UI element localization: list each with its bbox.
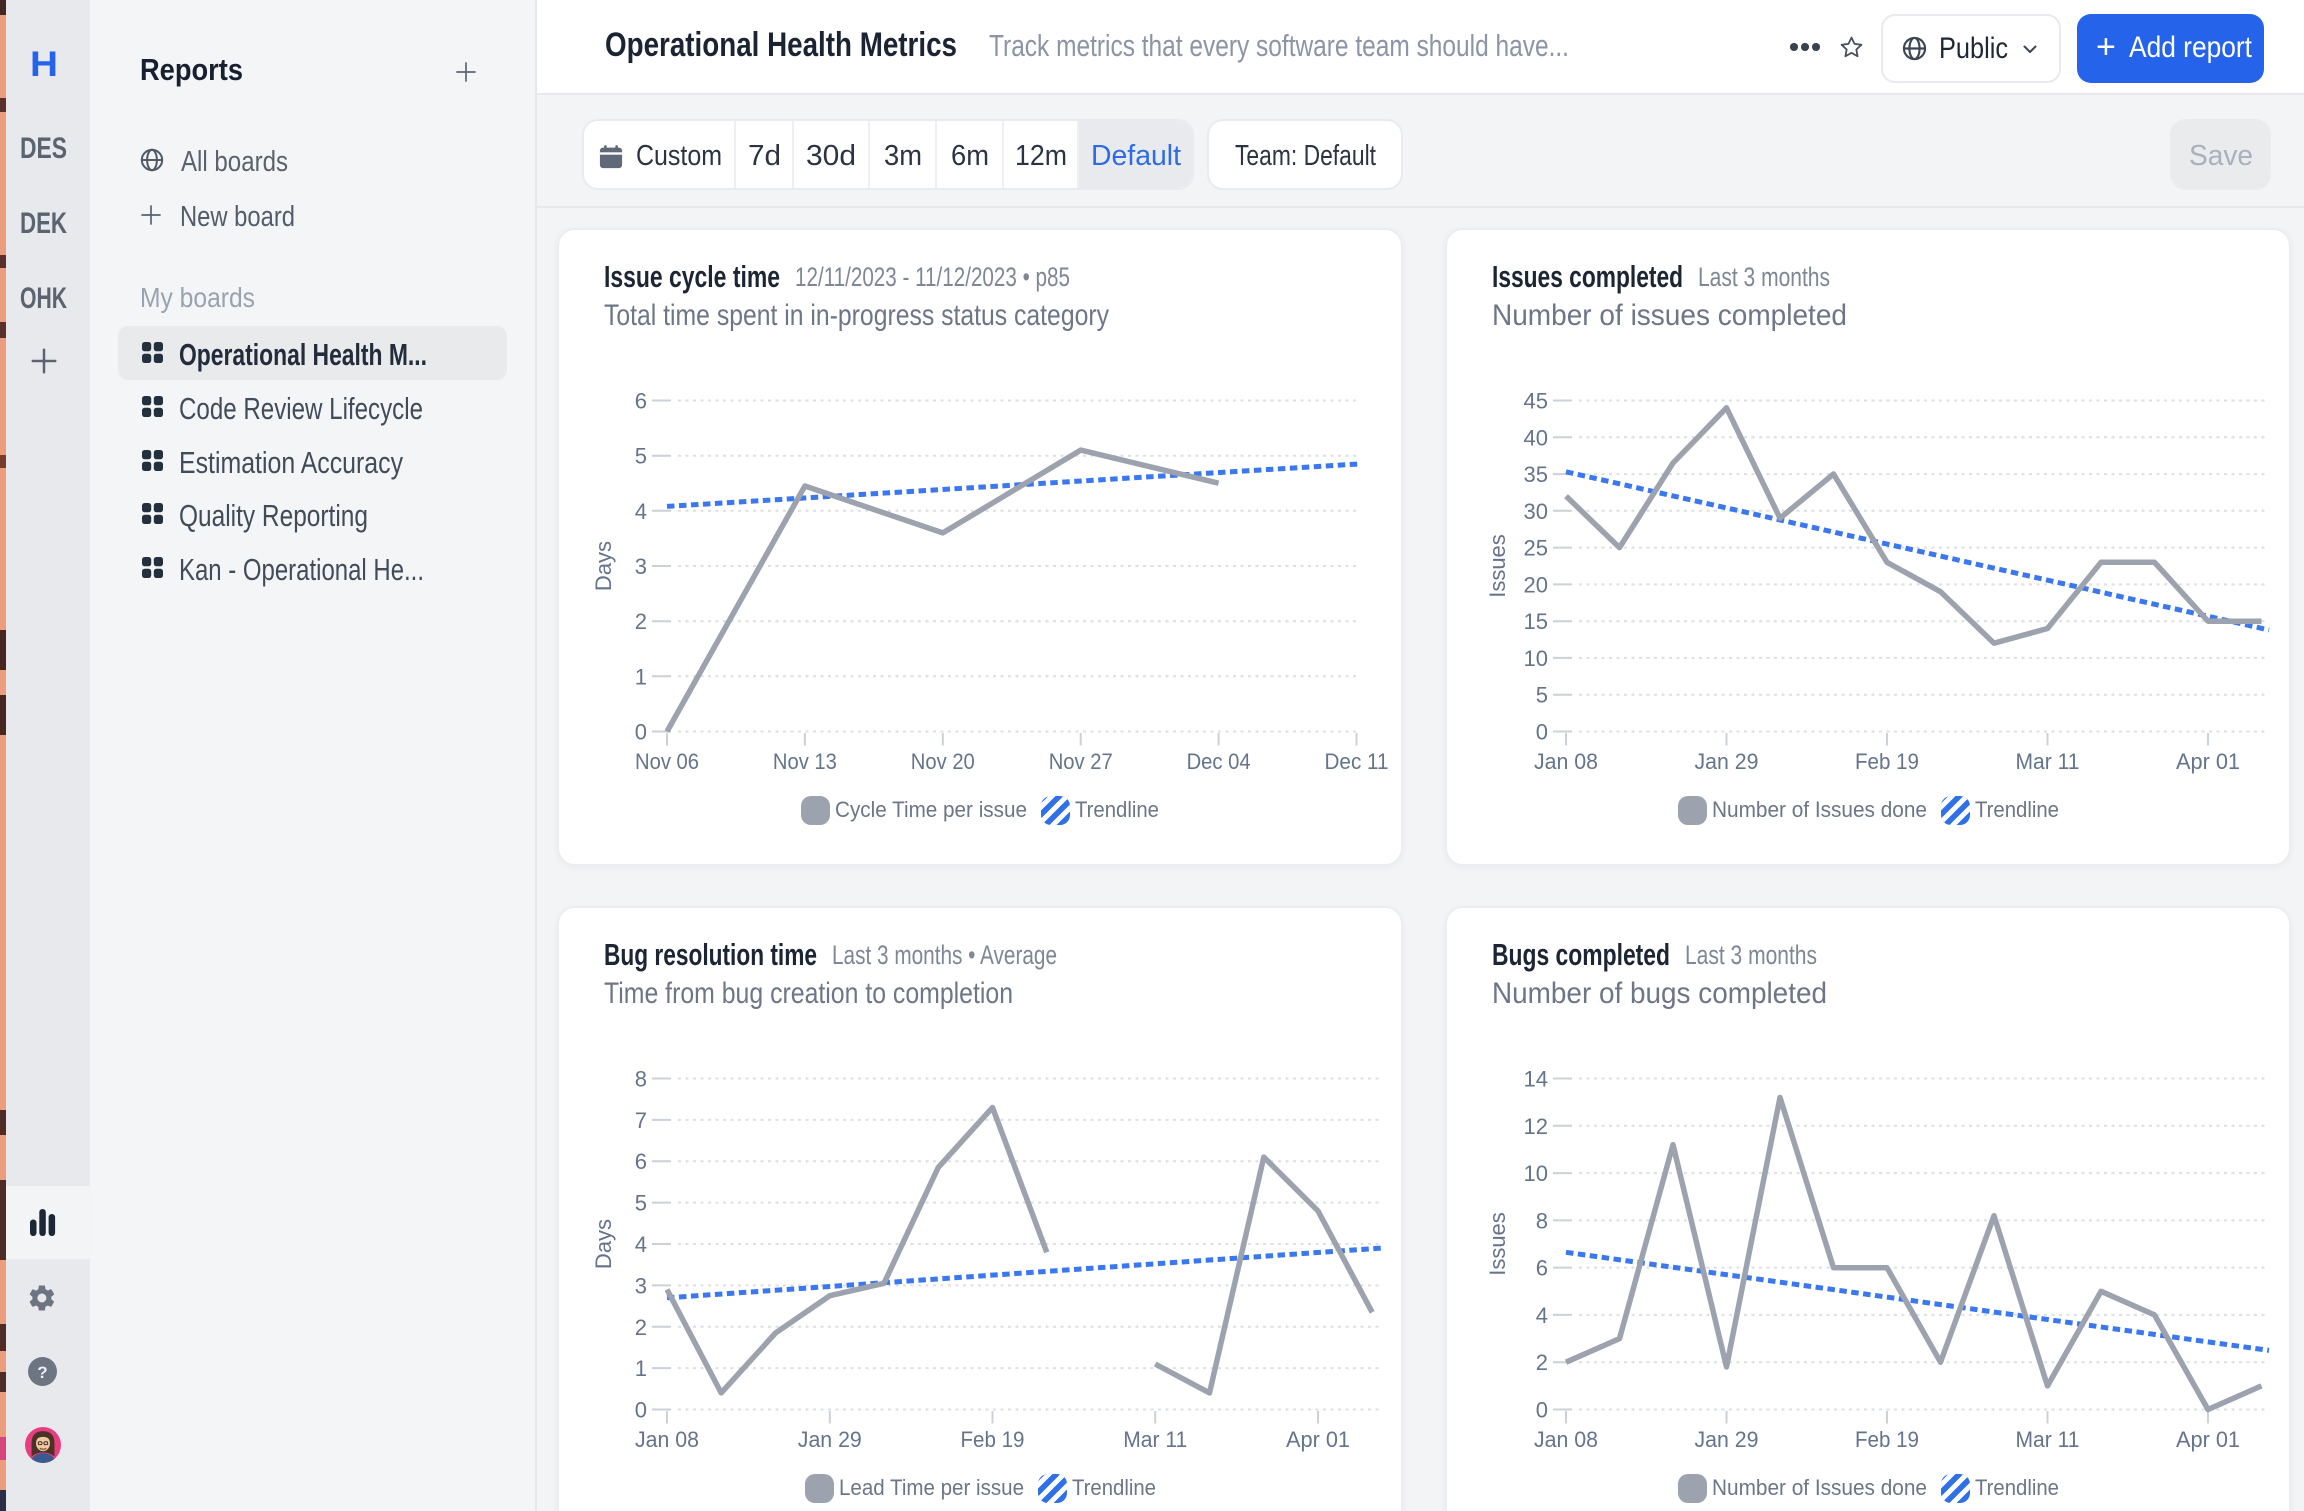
svg-text:1: 1 <box>635 1356 647 1381</box>
svg-text:Apr 01: Apr 01 <box>2176 749 2240 774</box>
svg-text:15: 15 <box>1524 609 1548 634</box>
svg-text:Nov 20: Nov 20 <box>911 749 975 774</box>
svg-text:35: 35 <box>1524 462 1548 487</box>
svg-text:Days: Days <box>591 1219 616 1269</box>
svg-text:45: 45 <box>1524 389 1548 414</box>
svg-text:4: 4 <box>635 499 647 524</box>
svg-text:30: 30 <box>1524 499 1548 524</box>
svg-text:Dec 04: Dec 04 <box>1187 749 1251 774</box>
svg-text:14: 14 <box>1524 1067 1548 1092</box>
svg-text:6: 6 <box>1536 1256 1548 1281</box>
svg-text:6: 6 <box>635 389 647 414</box>
svg-text:0: 0 <box>1536 1398 1548 1423</box>
svg-text:0: 0 <box>1536 720 1548 745</box>
svg-text:5: 5 <box>635 1191 647 1216</box>
svg-text:Issues: Issues <box>1485 1212 1510 1276</box>
svg-text:10: 10 <box>1524 1161 1548 1186</box>
svg-text:5: 5 <box>1536 683 1548 708</box>
svg-text:3: 3 <box>635 1273 647 1298</box>
svg-text:Feb 19: Feb 19 <box>1855 1427 1919 1452</box>
svg-text:0: 0 <box>635 720 647 745</box>
svg-text:Nov 06: Nov 06 <box>635 749 699 774</box>
svg-text:Mar 11: Mar 11 <box>2016 749 2080 774</box>
svg-text:8: 8 <box>1536 1208 1548 1233</box>
svg-text:0: 0 <box>635 1398 647 1423</box>
svg-text:Jan 29: Jan 29 <box>1695 1427 1759 1452</box>
svg-text:Dec 11: Dec 11 <box>1325 749 1389 774</box>
svg-text:4: 4 <box>1536 1303 1548 1328</box>
svg-text:10: 10 <box>1524 646 1548 671</box>
svg-text:6: 6 <box>635 1149 647 1174</box>
svg-text:Nov 13: Nov 13 <box>773 749 837 774</box>
svg-text:Jan 08: Jan 08 <box>635 1427 699 1452</box>
svg-text:Feb 19: Feb 19 <box>961 1427 1025 1452</box>
svg-text:Jan 29: Jan 29 <box>798 1427 862 1452</box>
svg-text:Jan 08: Jan 08 <box>1534 749 1598 774</box>
svg-text:25: 25 <box>1524 536 1548 561</box>
svg-text:Issues: Issues <box>1485 534 1510 598</box>
svg-text:5: 5 <box>635 444 647 469</box>
svg-text:Apr 01: Apr 01 <box>1286 1427 1350 1452</box>
svg-text:8: 8 <box>635 1067 647 1092</box>
svg-text:20: 20 <box>1524 572 1548 597</box>
svg-text:40: 40 <box>1524 425 1548 450</box>
svg-text:Feb 19: Feb 19 <box>1855 749 1919 774</box>
svg-text:12: 12 <box>1524 1114 1548 1139</box>
svg-text:1: 1 <box>635 664 647 689</box>
svg-text:3: 3 <box>635 554 647 579</box>
svg-text:Mar 11: Mar 11 <box>1123 1427 1187 1452</box>
svg-text:2: 2 <box>635 609 647 634</box>
svg-text:2: 2 <box>635 1315 647 1340</box>
svg-text:Jan 08: Jan 08 <box>1534 1427 1598 1452</box>
svg-text:7: 7 <box>635 1108 647 1133</box>
svg-text:Days: Days <box>591 541 616 591</box>
svg-text:Nov 27: Nov 27 <box>1049 749 1113 774</box>
svg-text:2: 2 <box>1536 1350 1548 1375</box>
svg-text:?: ? <box>37 1363 47 1382</box>
svg-text:Mar 11: Mar 11 <box>2016 1427 2080 1452</box>
svg-text:Jan 29: Jan 29 <box>1695 749 1759 774</box>
svg-text:Apr 01: Apr 01 <box>2176 1427 2240 1452</box>
svg-text:4: 4 <box>635 1232 647 1257</box>
